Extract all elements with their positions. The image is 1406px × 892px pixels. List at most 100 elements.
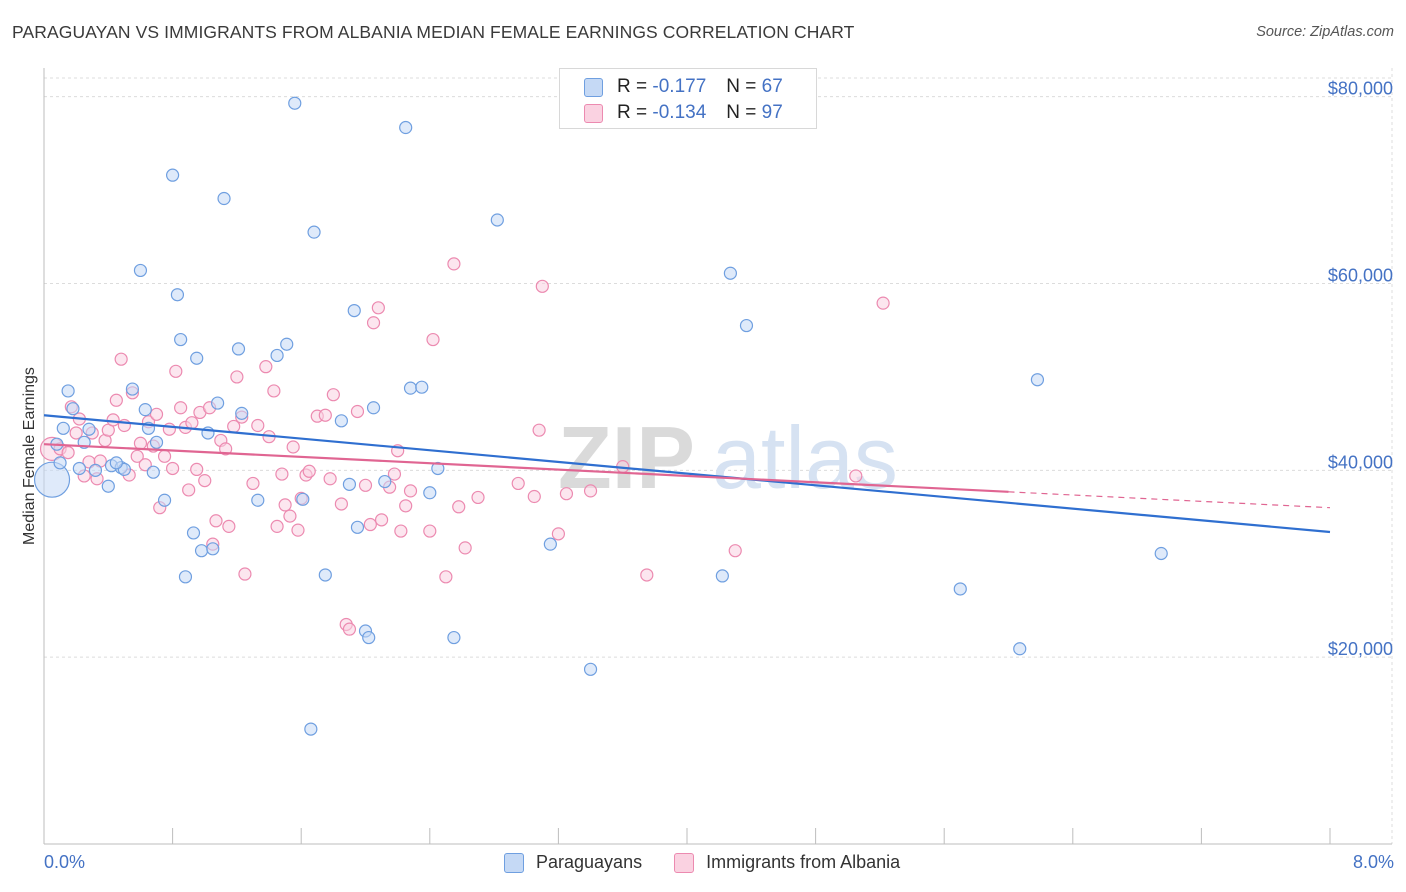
albania-point [423, 524, 437, 538]
legend-item-albania[interactable]: Immigrants from Albania [674, 852, 900, 873]
albania-point [283, 509, 297, 523]
albania-point [728, 544, 742, 558]
paraguayan-point [61, 384, 75, 398]
r-value: -0.177 [652, 76, 707, 97]
albania-point [259, 360, 273, 374]
paraguayan-point [231, 342, 246, 356]
albania-point [69, 426, 83, 440]
source-credit: Source: ZipAtlas.com [1256, 24, 1394, 40]
paraguayan-point [109, 456, 123, 470]
albania-point [162, 422, 176, 436]
trend-line-albania-extrapolated [1008, 491, 1331, 509]
paraguayan-point [1030, 373, 1045, 387]
albania-point [238, 567, 252, 581]
albania-point [114, 352, 128, 366]
albania-point [511, 476, 525, 491]
trend-line-paraguayans [43, 414, 1331, 534]
paraguayan-point [186, 526, 201, 540]
albania-point [527, 489, 541, 504]
x-tick-label-max: 8.0% [1352, 852, 1394, 872]
paraguayan-point [342, 477, 357, 491]
albania-point [278, 498, 292, 512]
paraguayan-point [307, 225, 321, 239]
y-tick-labels: $20,000 $40,000 $60,000 $80,000 [1328, 79, 1393, 659]
albania-point [426, 332, 440, 347]
paraguayan-point [149, 435, 164, 449]
paraguayan-point [403, 381, 418, 395]
albania-point [876, 296, 890, 310]
paraguayan-point [334, 414, 348, 428]
n-label: N = [726, 102, 757, 123]
paraguayan-point [190, 351, 204, 365]
albania-point [394, 524, 408, 538]
albania-point [471, 490, 485, 505]
albania-point [230, 370, 244, 384]
series-paraguayans-points [33, 96, 1168, 736]
stats-row-albania: R = -0.134 N = 97 [584, 101, 783, 125]
albania-point [371, 301, 385, 315]
albania-point [334, 497, 348, 511]
albania-point [342, 622, 357, 636]
albania-point [209, 514, 223, 528]
paraguayan-point [583, 662, 598, 676]
paraguayan-point [350, 520, 365, 534]
albania-point [350, 404, 365, 419]
paraguayan-point [431, 461, 445, 476]
albania-point [251, 418, 265, 433]
albania-point [149, 407, 164, 421]
legend-item-paraguayans[interactable]: Paraguayans [504, 852, 642, 873]
albania-point [174, 401, 188, 415]
albania-point [535, 279, 549, 293]
paraguayan-point [66, 402, 80, 416]
albania-point [323, 472, 337, 486]
paraguayan-point [33, 461, 71, 498]
correlation-stats-box: R = -0.177 N = 67 R = -0.134 N = 97 [559, 68, 817, 129]
y-tick-label: $20,000 [1328, 639, 1393, 659]
y-tick-label: $80,000 [1328, 79, 1393, 99]
paraguayan-point [133, 263, 148, 278]
albania-point [374, 513, 389, 527]
paraguayan-point [194, 544, 209, 558]
albania-point [366, 316, 381, 330]
legend-label-albania: Immigrants from Albania [706, 852, 901, 872]
albania-point [559, 487, 574, 501]
paraguayan-point [72, 461, 86, 476]
albania-point [318, 408, 332, 422]
r-label: R = [617, 102, 648, 123]
albania-point [182, 483, 196, 497]
albania-point [302, 464, 316, 478]
paraguayan-point [366, 401, 381, 415]
paraguayan-point [146, 465, 160, 479]
albania-point [169, 364, 183, 378]
albania-point [403, 484, 418, 498]
albania-point [130, 449, 144, 463]
paraguayan-point [270, 348, 284, 363]
stats-row-paraguayans: R = -0.177 N = 67 [584, 75, 783, 99]
paraguayan-point [235, 406, 249, 420]
albania-point [439, 570, 453, 584]
paraguayan-point [53, 456, 67, 470]
paraguayan-point [362, 630, 376, 645]
albania-point [358, 478, 373, 492]
stats-swatch-blue [584, 77, 603, 97]
paraguayan-point [82, 422, 96, 436]
albania-point [106, 413, 120, 427]
paraguayan-point [280, 337, 294, 351]
trend-line-albania [43, 443, 1009, 493]
x-tick-label-min: 0.0% [44, 852, 86, 872]
albania-point [275, 467, 289, 481]
paraguayan-point [953, 582, 967, 596]
paraguayan-point [138, 403, 152, 417]
albania-point [166, 461, 180, 476]
albania-point [452, 500, 466, 514]
y-axis-label: Median Female Earnings [21, 367, 38, 545]
paraguayan-point [1154, 546, 1168, 561]
albania-point [267, 384, 281, 398]
paraguayan-point [157, 493, 172, 507]
albania-point [583, 484, 598, 498]
albania-point [246, 476, 260, 491]
albania-point [551, 527, 566, 541]
albania-point [532, 423, 546, 437]
n-value: 97 [761, 102, 783, 123]
